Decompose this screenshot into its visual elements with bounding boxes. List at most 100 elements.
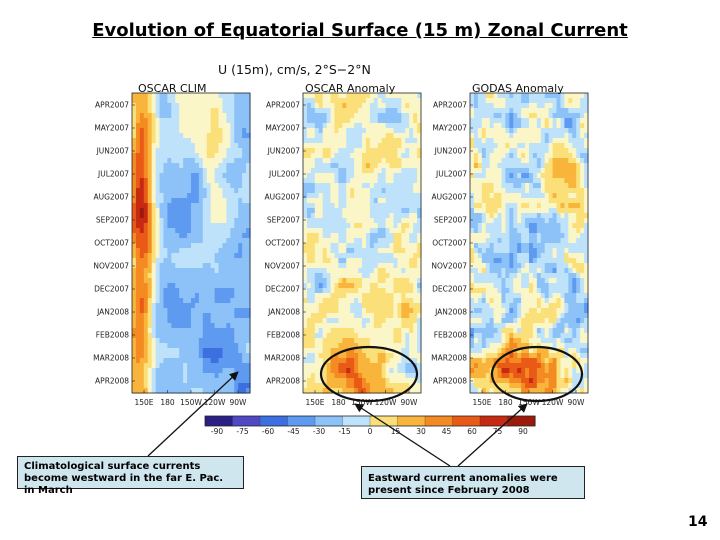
field-cell: [409, 288, 414, 294]
field-cell: [318, 143, 324, 149]
field-cell: [151, 148, 157, 154]
field-cell: [171, 238, 176, 244]
field-cell: [509, 93, 514, 99]
field-cell: [405, 348, 410, 354]
field-cell: [183, 248, 188, 254]
field-cell: [389, 103, 395, 109]
field-cell: [405, 173, 410, 179]
field-cell: [210, 98, 216, 104]
field-cell: [493, 103, 499, 109]
field-cell: [560, 158, 565, 164]
field-cell: [346, 223, 351, 229]
field-cell: [401, 163, 406, 169]
field-cell: [303, 358, 308, 364]
field-cell: [560, 188, 565, 194]
field-cell: [362, 218, 367, 224]
field-cell: [358, 353, 363, 359]
field-cell: [147, 228, 153, 234]
field-cell: [175, 168, 180, 174]
field-cell: [584, 163, 589, 169]
field-cell: [346, 328, 351, 334]
field-cell: [183, 118, 188, 124]
field-cell: [330, 348, 336, 354]
field-cell: [198, 123, 204, 129]
field-cell: [246, 233, 251, 239]
field-cell: [568, 118, 573, 124]
field-cell: [580, 103, 585, 109]
field-cell: [167, 278, 172, 284]
field-cell: [206, 173, 212, 179]
field-cell: [187, 368, 192, 374]
field-cell: [326, 148, 332, 154]
field-cell: [489, 93, 495, 99]
field-cell: [409, 353, 414, 359]
field-cell: [417, 248, 422, 254]
field-cell: [218, 338, 224, 344]
field-cell: [373, 323, 379, 329]
field-cell: [354, 178, 359, 184]
field-cell: [135, 223, 141, 229]
field-cell: [135, 188, 141, 194]
field-cell: [369, 248, 375, 254]
field-cell: [552, 273, 558, 279]
field-cell: [485, 188, 491, 194]
field-cell: [326, 248, 332, 254]
field-cell: [175, 253, 180, 259]
field-cell: [226, 163, 231, 169]
field-cell: [210, 388, 216, 394]
field-cell: [183, 348, 188, 354]
field-cell: [218, 238, 224, 244]
field-cell: [198, 173, 204, 179]
field-cell: [206, 198, 212, 204]
field-cell: [218, 103, 224, 109]
field-cell: [417, 243, 422, 249]
field-cell: [179, 93, 184, 99]
field-cell: [326, 323, 332, 329]
field-cell: [338, 383, 343, 389]
field-cell: [369, 203, 375, 209]
field-cell: [536, 278, 542, 284]
field-cell: [358, 183, 363, 189]
field-cell: [303, 98, 308, 104]
field-cell: [564, 283, 569, 289]
field-cell: [413, 278, 418, 284]
field-cell: [330, 198, 336, 204]
field-cell: [310, 388, 316, 394]
field-cell: [234, 383, 239, 389]
field-cell: [525, 253, 530, 259]
field-cell: [389, 98, 395, 104]
field-cell: [568, 278, 573, 284]
field-cell: [493, 113, 499, 119]
field-cell: [529, 138, 534, 144]
field-cell: [342, 268, 347, 274]
field-cell: [222, 353, 227, 359]
field-cell: [485, 288, 491, 294]
field-cell: [584, 248, 589, 254]
field-cell: [167, 98, 172, 104]
field-cell: [556, 243, 562, 249]
field-cell: [409, 158, 414, 164]
field-cell: [310, 238, 316, 244]
field-cell: [354, 323, 359, 329]
field-cell: [206, 343, 212, 349]
field-cell: [401, 278, 406, 284]
field-cell: [532, 243, 538, 249]
field-cell: [143, 353, 149, 359]
field-cell: [334, 138, 339, 144]
field-cell: [397, 248, 402, 254]
field-cell: [354, 258, 359, 264]
field-cell: [234, 218, 239, 224]
field-cell: [493, 303, 499, 309]
field-cell: [580, 168, 585, 174]
field-cell: [310, 278, 316, 284]
field-cell: [544, 93, 550, 99]
field-cell: [584, 303, 589, 309]
field-cell: [171, 213, 176, 219]
field-cell: [489, 153, 495, 159]
field-cell: [214, 343, 220, 349]
field-cell: [350, 138, 355, 144]
field-cell: [135, 163, 141, 169]
field-cell: [417, 213, 422, 219]
field-cell: [198, 153, 204, 159]
field-cell: [187, 373, 192, 379]
